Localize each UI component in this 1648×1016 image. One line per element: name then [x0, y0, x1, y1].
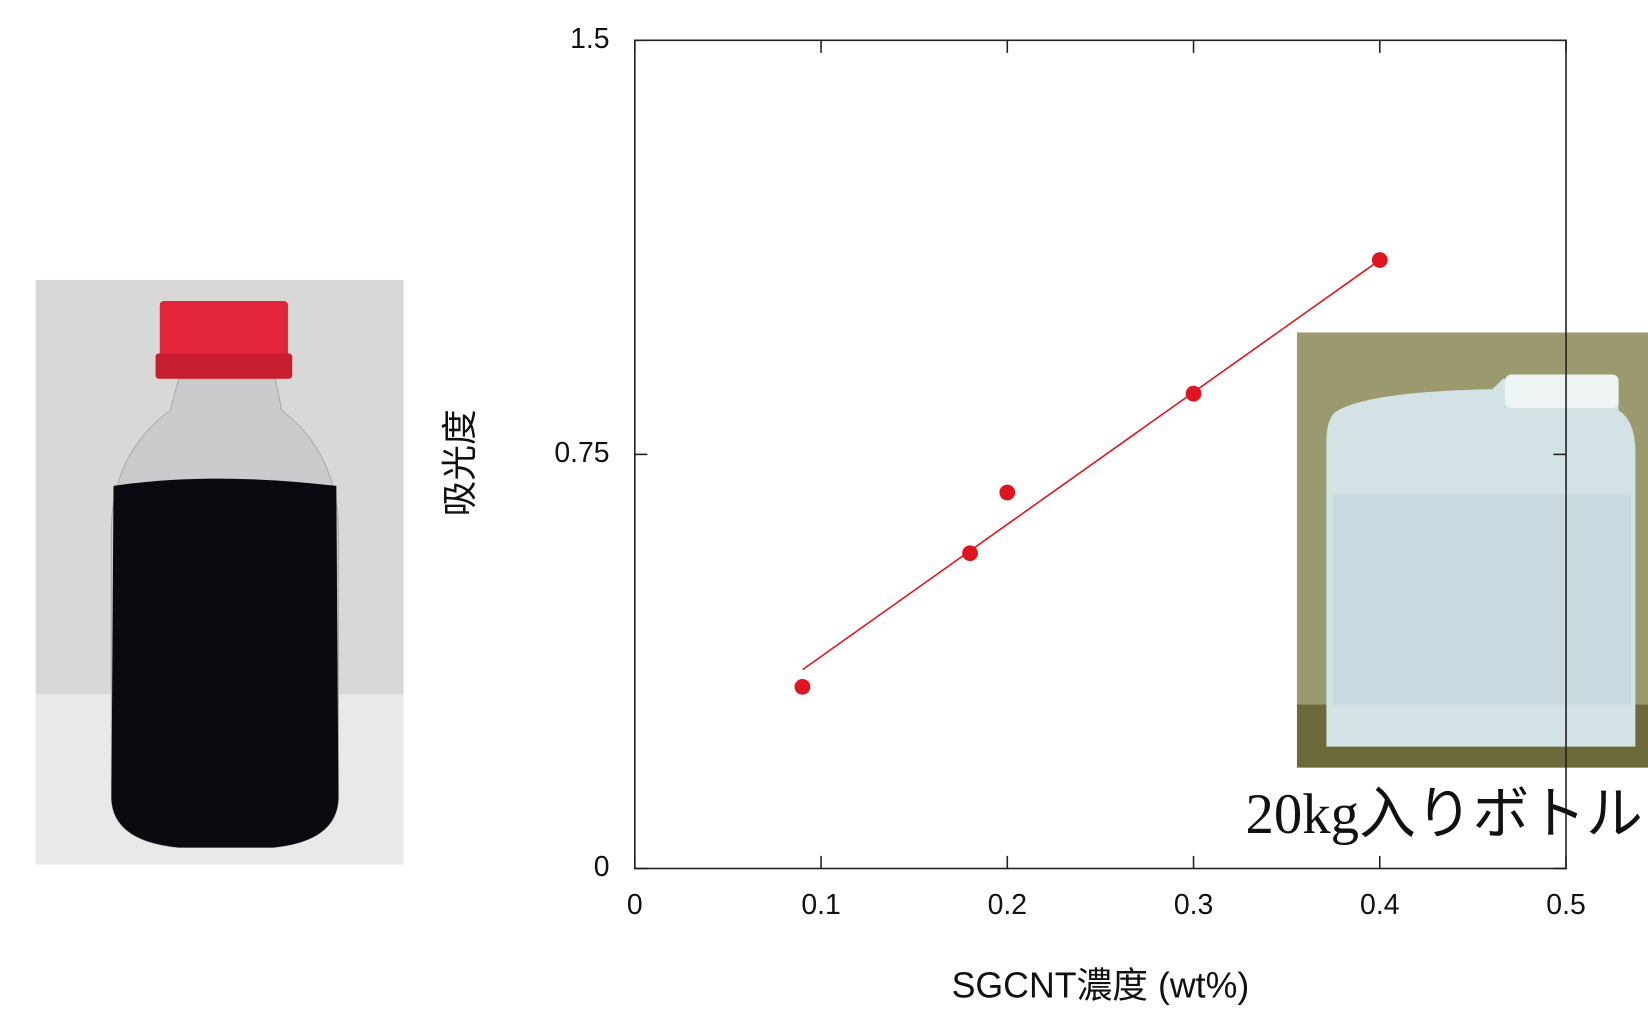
- x-tick-label: 0.1: [801, 889, 840, 921]
- x-tick-label: 0.2: [988, 889, 1027, 921]
- x-tick-label: 0: [627, 889, 643, 921]
- y-tick-label: 0.75: [554, 437, 609, 469]
- data-point: [1186, 386, 1202, 402]
- y-axis-label: 吸光度: [440, 409, 480, 516]
- annotation: 20kg入りボトル: [1245, 783, 1642, 846]
- x-tick-label: 0.3: [1174, 889, 1213, 921]
- x-tick-label: 0.4: [1360, 889, 1399, 921]
- fit-line: [802, 260, 1379, 670]
- data-point: [795, 679, 811, 695]
- x-axis-label: SGCNT濃度 (wt%): [952, 966, 1250, 1006]
- x-tick-label: 0.5: [1546, 889, 1585, 921]
- data-point: [1372, 252, 1388, 268]
- bottle-photo: [36, 280, 404, 864]
- y-tick-label: 0: [594, 851, 610, 883]
- page: 0 0.1 0.2 0.3 0.4 0.5 0 0.75 1.5 20kg入りボトル SGCNT…: [0, 0, 1648, 1016]
- jug-photo: [1297, 332, 1648, 767]
- data-point: [999, 485, 1015, 501]
- y-tick-label: 1.5: [570, 23, 609, 55]
- data-point: [962, 545, 978, 561]
